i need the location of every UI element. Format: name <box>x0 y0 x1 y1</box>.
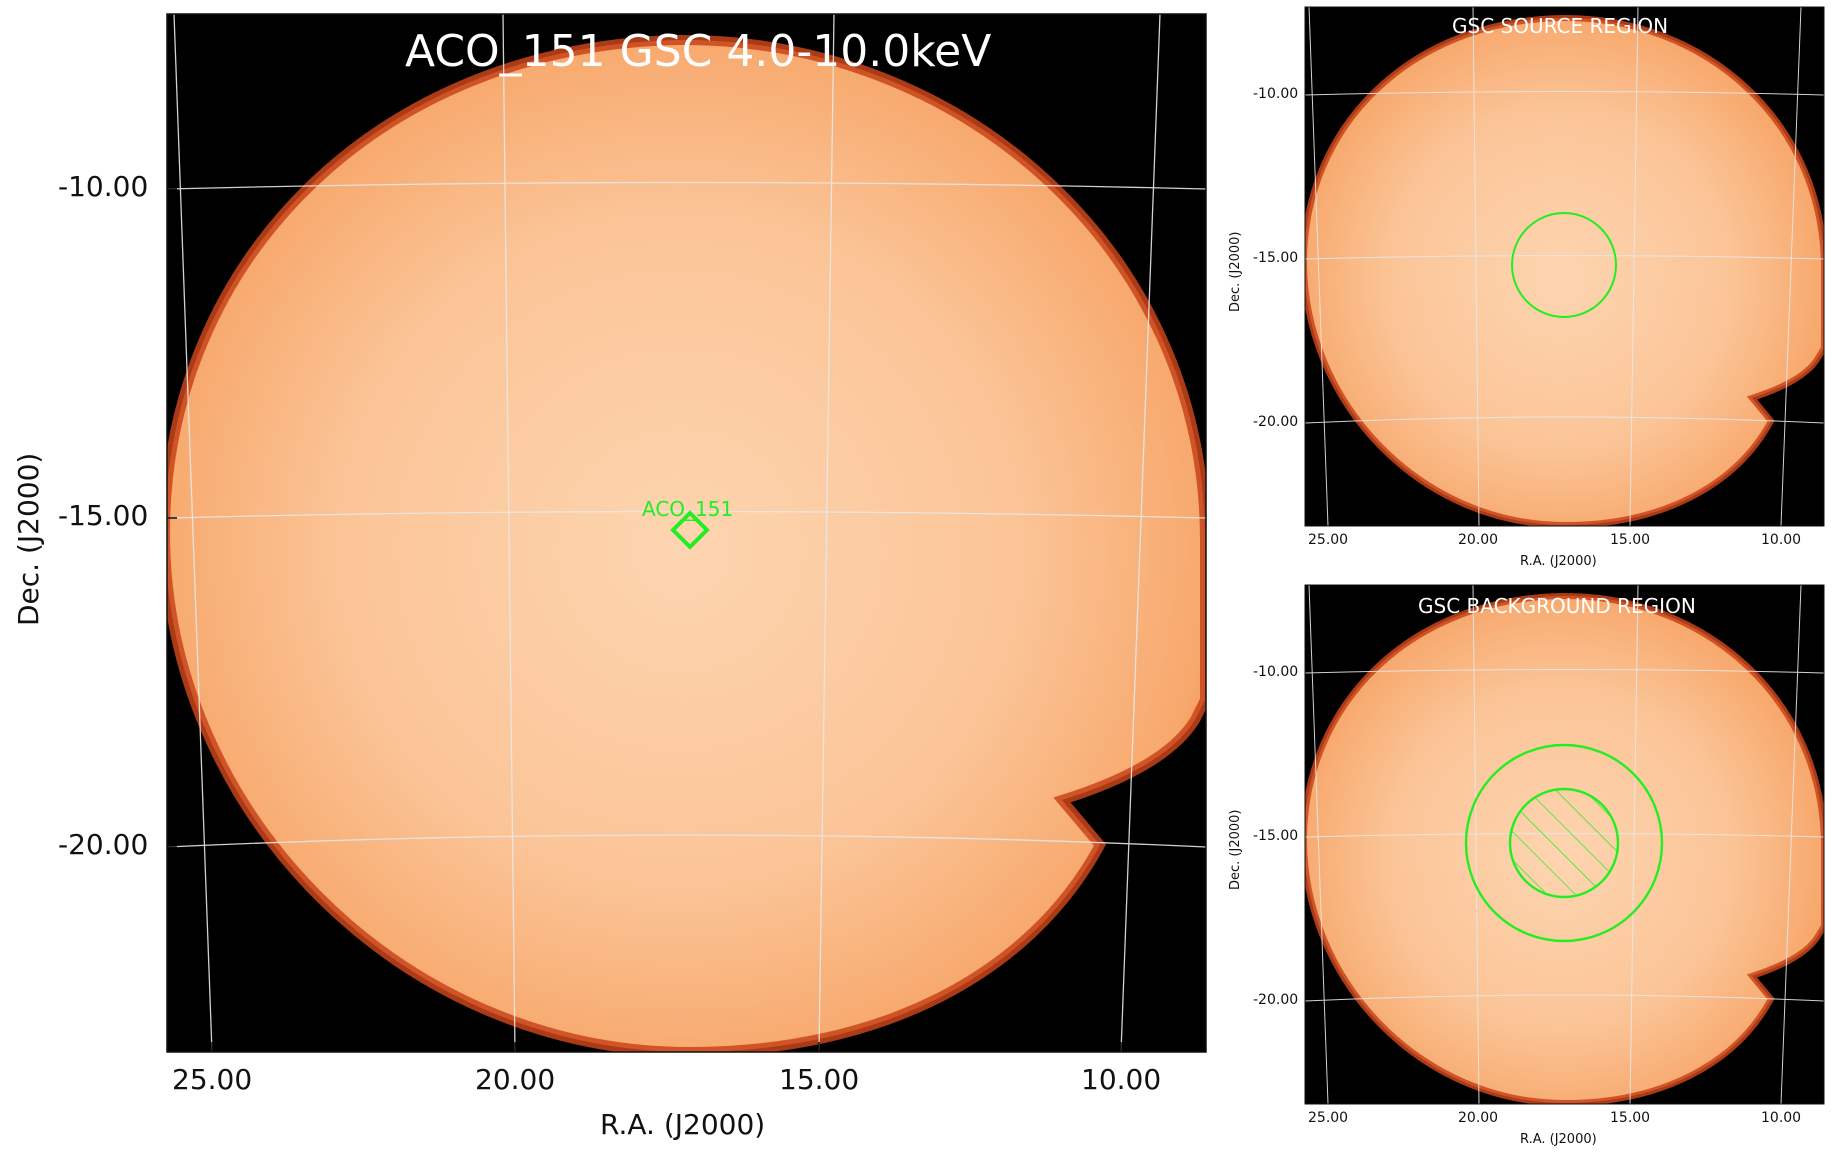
background-axes-frame <box>1304 584 1825 1105</box>
grid-ra-line <box>173 14 213 1052</box>
main-ytick-label: -15.00 <box>58 499 149 532</box>
background-ytick-label: -10.00 <box>1253 664 1299 680</box>
background-coordinate-grid <box>1305 585 1824 1104</box>
grid-ra-line <box>502 14 516 1052</box>
main-title: ACO_151 GSC 4.0-10.0keV <box>405 26 992 77</box>
source-region-image <box>1304 6 1825 527</box>
background-ytick-label: -15.00 <box>1253 828 1299 844</box>
source-ytick-label: -20.00 <box>1253 414 1299 430</box>
background-y-axis-label: Dec. (J2000) <box>1228 809 1243 890</box>
grid-dec-line <box>167 834 1206 848</box>
main-xtick-label: 20.00 <box>475 1063 556 1096</box>
background-field-rim <box>1305 592 1824 1104</box>
field-rim <box>167 34 1206 1052</box>
source-region-circle <box>1511 212 1617 318</box>
grid-ra-line <box>1120 14 1161 1052</box>
source-xtick-label: 15.00 <box>1610 532 1651 548</box>
source-field-rim <box>1305 14 1824 526</box>
source-x-axis-label: R.A. (J2000) <box>1520 554 1597 569</box>
background-panel-title: GSC BACKGROUND REGION <box>1418 594 1696 618</box>
background-x-axis-label: R.A. (J2000) <box>1520 1132 1597 1147</box>
excluded-source-hatch <box>1510 789 1618 897</box>
background-region-panel: GSC BACKGROUND REGION -10.00 -15.00 -20.… <box>1228 578 1832 1156</box>
background-xtick-label: 25.00 <box>1308 1110 1349 1126</box>
main-axes-frame <box>166 13 1207 1053</box>
source-field-of-view <box>1305 17 1824 525</box>
background-region-image <box>1304 584 1825 1105</box>
main-tick-marks <box>167 188 1122 1052</box>
background-ytick-label: -20.00 <box>1253 992 1299 1008</box>
main-ytick-label: -20.00 <box>58 828 149 861</box>
source-region-panel: GSC SOURCE REGION -10.00 -15.00 -20.00 2… <box>1228 0 1832 578</box>
source-ytick-label: -10.00 <box>1253 86 1299 102</box>
background-inner-circle <box>1508 787 1620 899</box>
source-y-axis-label: Dec. (J2000) <box>1228 231 1243 312</box>
main-sky-image <box>166 13 1207 1053</box>
source-label: ACO_151 <box>642 497 734 521</box>
grid-dec-line <box>167 510 1206 519</box>
field-of-view <box>167 39 1205 1052</box>
grid-dec-line <box>167 181 1206 190</box>
source-xtick-label: 10.00 <box>1761 532 1802 548</box>
source-marker-diamond <box>670 510 710 550</box>
main-xtick-label: 25.00 <box>172 1063 253 1096</box>
source-panel-title: GSC SOURCE REGION <box>1452 14 1669 38</box>
source-ytick-label: -15.00 <box>1253 250 1299 266</box>
background-xtick-label: 20.00 <box>1458 1110 1499 1126</box>
background-xtick-label: 10.00 <box>1761 1110 1802 1126</box>
grid-ra-line <box>818 14 835 1052</box>
source-xtick-label: 20.00 <box>1458 532 1499 548</box>
main-y-axis-label: Dec. (J2000) <box>12 452 45 626</box>
main-x-axis-label: R.A. (J2000) <box>600 1108 766 1141</box>
source-coordinate-grid <box>1305 7 1824 526</box>
coordinate-grid <box>167 14 1206 1052</box>
main-xtick-label: 10.00 <box>1081 1063 1162 1096</box>
source-xtick-label: 25.00 <box>1308 532 1349 548</box>
source-axes-frame <box>1304 6 1825 527</box>
main-ytick-label: -10.00 <box>58 170 149 203</box>
main-xtick-label: 15.00 <box>779 1063 860 1096</box>
main-image-panel: ACO_151 GSC 4.0-10.0keV ACO_151 -10.00 -… <box>12 13 1207 1141</box>
background-xtick-label: 15.00 <box>1610 1110 1651 1126</box>
background-outer-circle <box>1464 743 1664 943</box>
